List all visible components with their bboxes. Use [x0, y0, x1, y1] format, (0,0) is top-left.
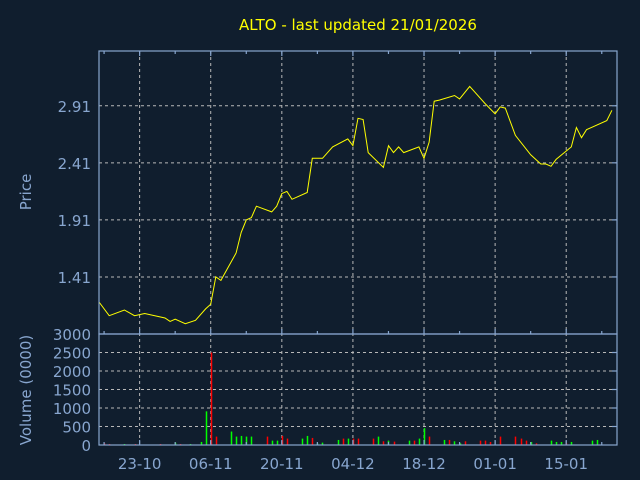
volume-tick-label: 1000	[53, 400, 91, 418]
x-tick-label: 01-01	[473, 455, 517, 473]
x-tick-label: 06-11	[189, 455, 233, 473]
chart-title: ALTO - last updated 21/01/2026	[239, 16, 477, 34]
price-axis-label: Price	[17, 174, 35, 211]
price-panel-frame	[98, 50, 618, 335]
volume-tick-label: 500	[62, 419, 91, 437]
tick-labels: 23-10 06-11 20-11 04-12 18-12 01-01 15-01 2.91 2…	[53, 98, 588, 473]
price-tick-label: 2.91	[58, 98, 91, 116]
volume-tick-label: 0	[81, 437, 91, 455]
volume-axis-label: Volume (0000)	[17, 335, 35, 445]
x-tick-label: 23-10	[118, 455, 162, 473]
volume-tick-label: 2000	[53, 363, 91, 381]
axes	[98, 50, 618, 446]
price-line	[98, 85, 613, 325]
volume-bars	[103, 352, 599, 445]
volume-tick-label: 1500	[53, 382, 91, 400]
gridlines	[99, 51, 617, 445]
volume-tick-label: 3000	[53, 326, 91, 344]
x-tick-label: 18-12	[402, 455, 446, 473]
price-tick-label: 2.41	[58, 155, 91, 173]
x-tick-label: 15-01	[544, 455, 588, 473]
price-tick-label: 1.41	[58, 269, 91, 287]
volume-tick-label: 2500	[53, 345, 91, 363]
price-tick-label: 1.91	[58, 212, 91, 230]
volume-panel-frame	[98, 333, 618, 446]
x-tick-label: 20-11	[260, 455, 304, 473]
x-tick-label: 04-12	[331, 455, 375, 473]
